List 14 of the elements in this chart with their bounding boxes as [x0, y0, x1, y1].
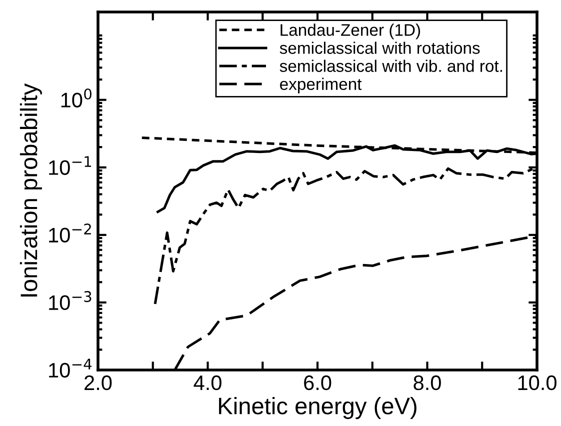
y-tick-label: 10$^{−1}$ [49, 156, 92, 176]
x-tick-label: 8.0 [414, 375, 441, 390]
x-tick-label: 6.0 [304, 375, 332, 390]
legend-label: experiment [280, 78, 362, 94]
legend-label: semiclassical with vib. and rot. [280, 60, 502, 72]
legend-label: semiclassical with rotations [280, 42, 480, 54]
x-tick-label: 10.0 [518, 375, 556, 390]
y-axis-title: Ionization probability [20, 83, 42, 296]
legend-label: Landau-Zener (1D) [280, 24, 420, 40]
x-tick-label: 4.0 [194, 375, 222, 390]
x-axis-title: Kinetic energy (eV) [219, 397, 416, 420]
y-tick-label: 10$^{0}$ [61, 88, 92, 108]
y-tick-label: 10$^{−3}$ [49, 291, 92, 310]
y-tick-label: 10$^{−2}$ [49, 224, 91, 243]
